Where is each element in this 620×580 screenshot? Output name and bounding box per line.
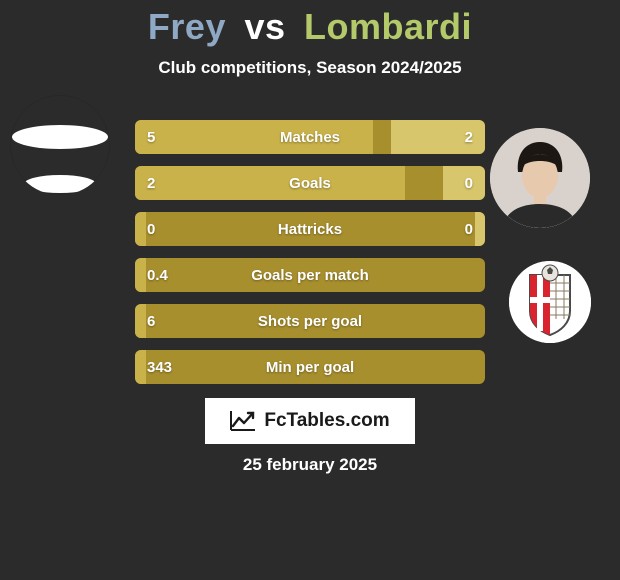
stat-label: Min per goal xyxy=(135,350,485,384)
stat-row: 6Shots per goal xyxy=(135,304,485,338)
line-chart-icon xyxy=(230,410,256,432)
page-title: Frey vs Lombardi xyxy=(0,0,620,48)
branding-text: FcTables.com xyxy=(264,410,389,432)
stats-chart: 52Matches 20Goals 00Hattricks 0.4Goals per … xyxy=(135,120,485,396)
stat-row: 343Min per goal xyxy=(135,350,485,384)
branding-wrap: FcTables.com xyxy=(0,398,620,444)
avatar-ellipse-icon xyxy=(24,175,96,193)
stat-row: 52Matches xyxy=(135,120,485,154)
title-player1: Frey xyxy=(148,6,226,47)
stat-row: 00Hattricks xyxy=(135,212,485,246)
title-player2: Lombardi xyxy=(304,6,472,47)
stat-label: Matches xyxy=(135,120,485,154)
subtitle: Club competitions, Season 2024/2025 xyxy=(0,58,620,78)
stat-label: Goals xyxy=(135,166,485,200)
avatar-player1 xyxy=(10,95,110,195)
stat-row: 20Goals xyxy=(135,166,485,200)
branding-box: FcTables.com xyxy=(205,398,415,444)
stat-label: Hattricks xyxy=(135,212,485,246)
stat-label: Goals per match xyxy=(135,258,485,292)
avatar-ellipse-icon xyxy=(12,125,108,149)
date-text: 25 february 2025 xyxy=(0,455,620,475)
stat-row: 0.4Goals per match xyxy=(135,258,485,292)
crest-icon xyxy=(509,261,591,343)
avatar-player2 xyxy=(490,128,590,228)
club-crest-player2 xyxy=(509,261,591,343)
person-silhouette-icon xyxy=(490,128,590,228)
title-vs: vs xyxy=(244,6,285,47)
comparison-card: Frey vs Lombardi Club competitions, Seas… xyxy=(0,0,620,580)
stat-label: Shots per goal xyxy=(135,304,485,338)
